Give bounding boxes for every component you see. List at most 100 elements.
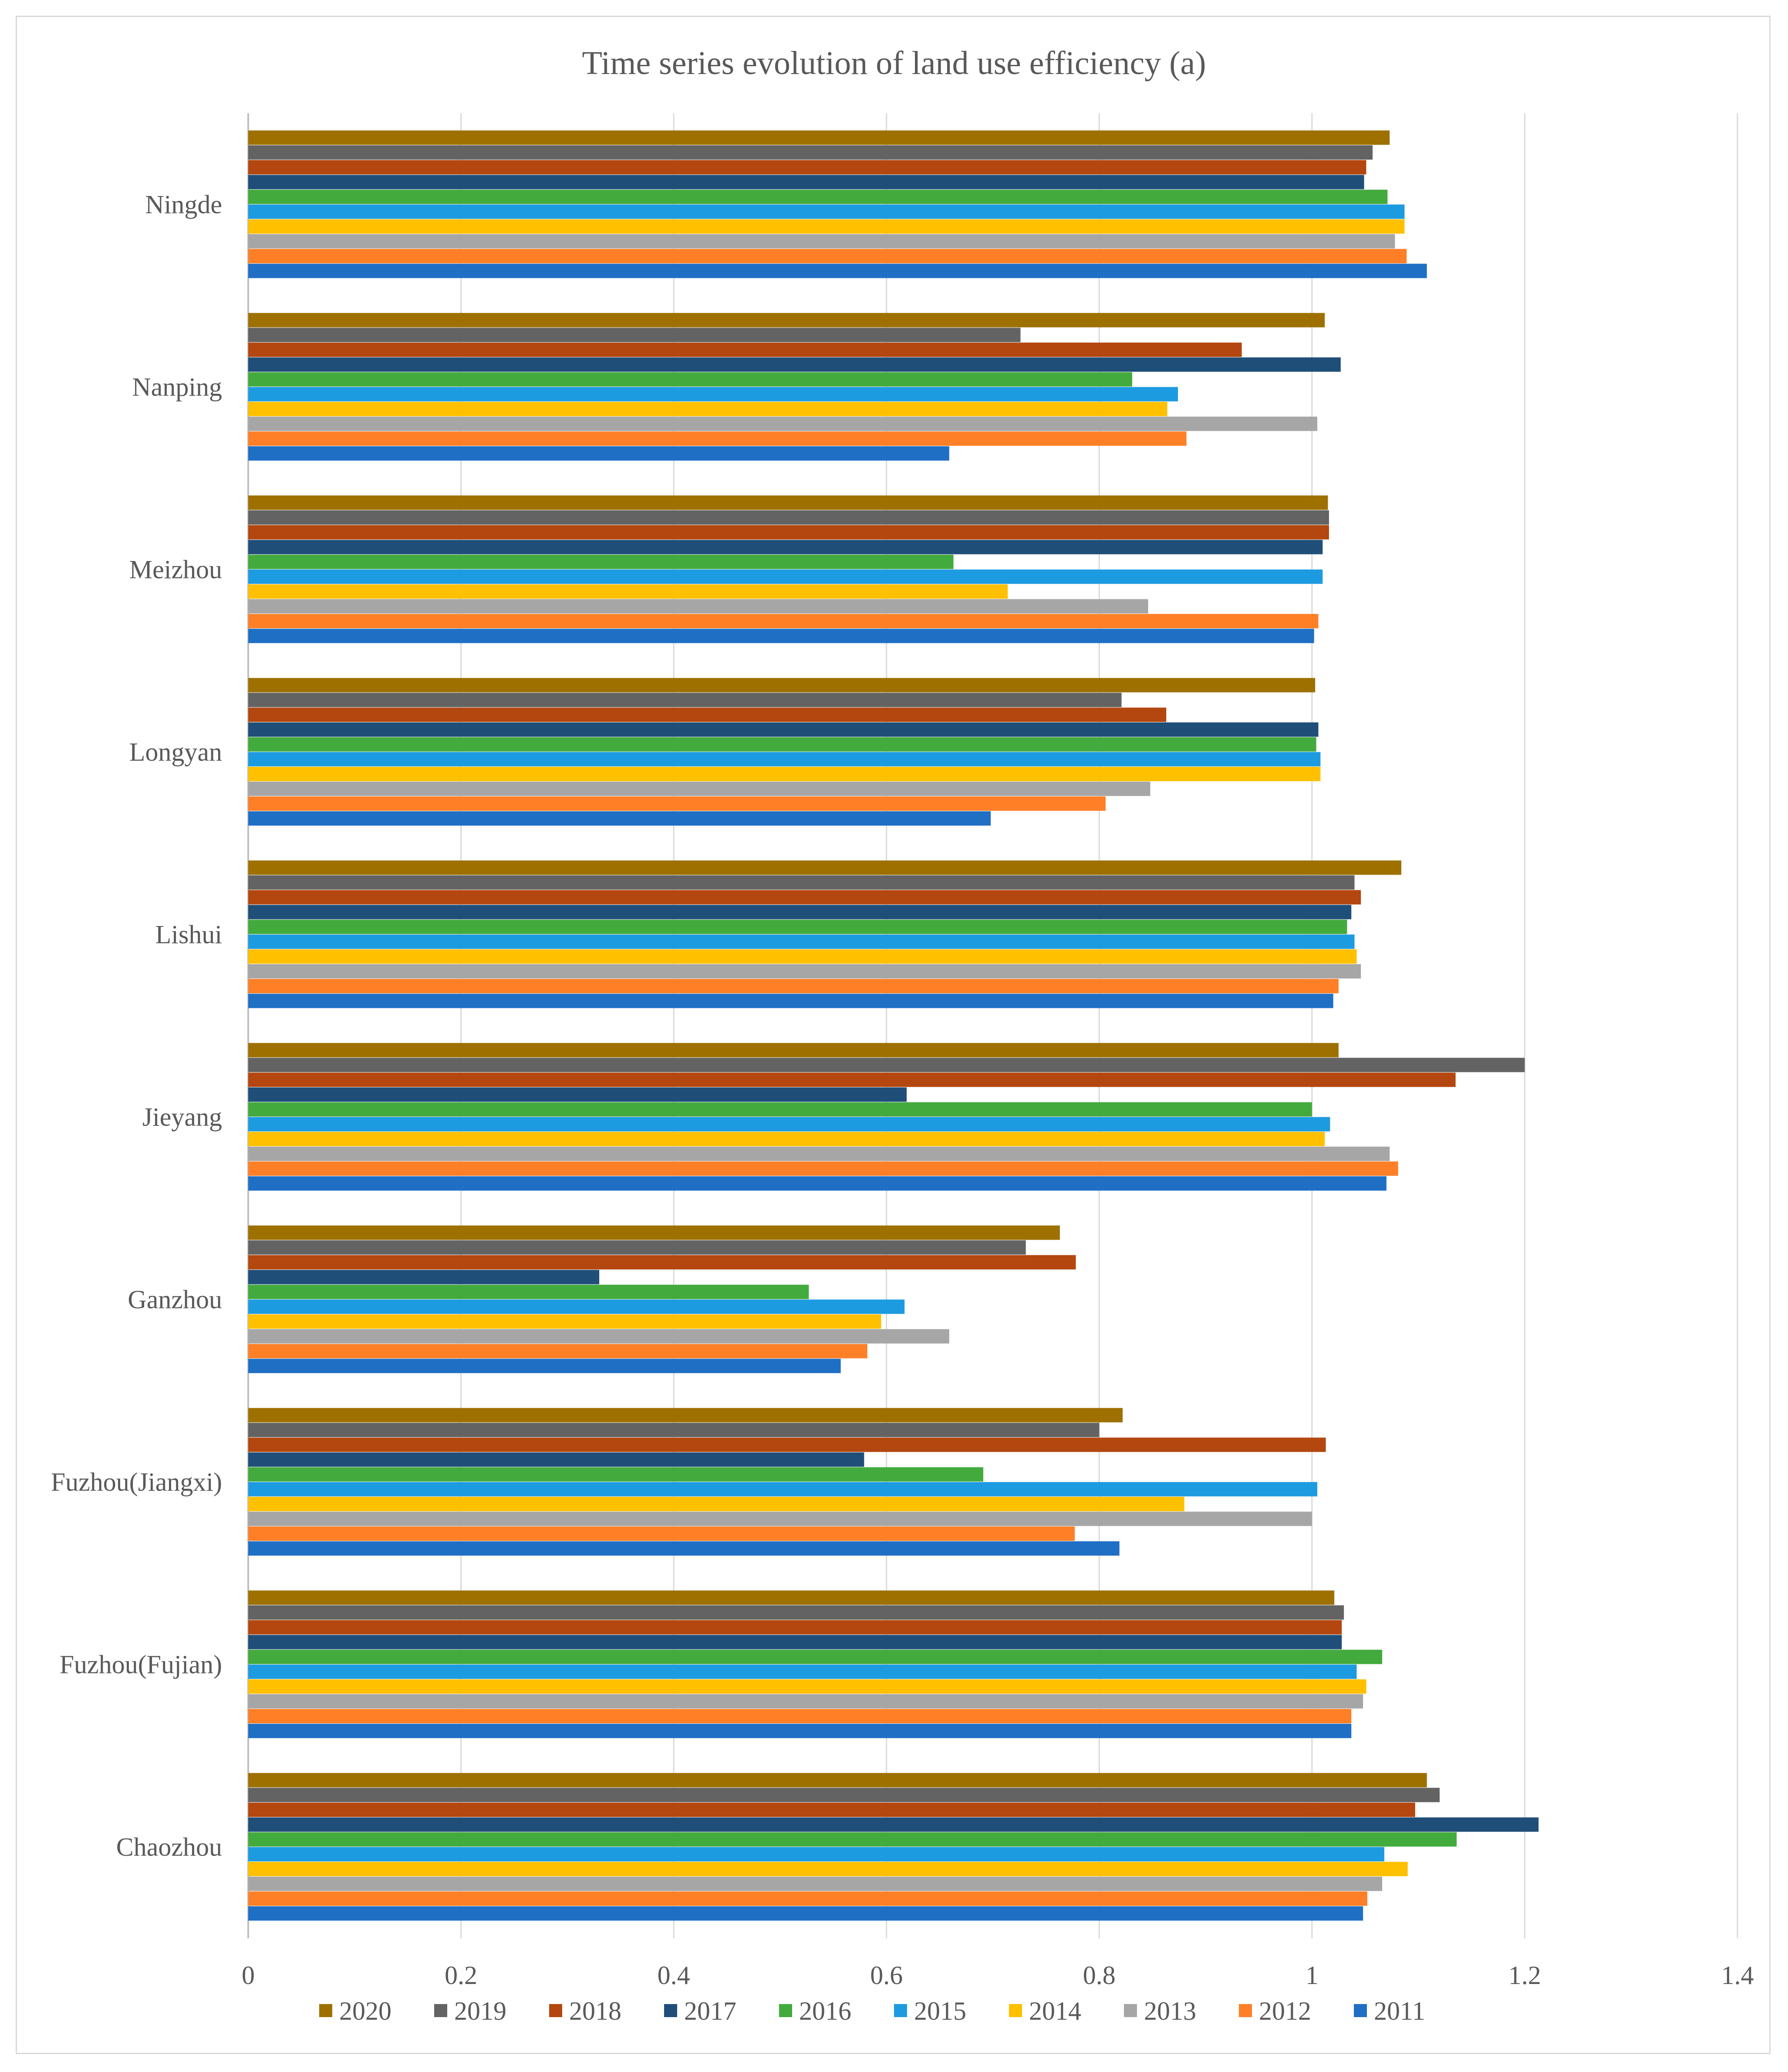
legend-label: 2011 — [1374, 1997, 1425, 2025]
category-label: Ganzhou — [128, 1285, 222, 1314]
bar-nanping-2019 — [248, 328, 1021, 342]
bar-fuzhou-fujian--2016 — [248, 1649, 1383, 1664]
bar-meizhou-2018 — [248, 525, 1329, 540]
bar-chaozhou-2015 — [248, 1847, 1384, 1862]
bar-nanping-2013 — [248, 416, 1318, 431]
bar-ganzhou-2011 — [248, 1359, 841, 1373]
bar-ningde-2011 — [248, 264, 1427, 278]
legend-swatch-2014 — [1009, 2004, 1022, 2017]
bar-fuzhou-jiangxi--2013 — [248, 1511, 1312, 1526]
category-labels: Ningde Nanping Meizhou Longyan Lishui Jieyang… — [51, 190, 222, 1862]
bar-lishui-2019 — [248, 875, 1355, 890]
bar-fuzhou-jiangxi--2014 — [248, 1497, 1184, 1511]
bar-fuzhou-jiangxi--2011 — [248, 1541, 1120, 1556]
bar-lishui-2015 — [248, 934, 1355, 949]
bar-ganzhou-2016 — [248, 1284, 809, 1299]
bar-fuzhou-fujian--2013 — [248, 1694, 1363, 1709]
legend-label: 2019 — [454, 1997, 506, 2025]
bar-ningde-2012 — [248, 249, 1407, 264]
bar-ganzhou-2015 — [248, 1299, 905, 1314]
bar-jieyang-2012 — [248, 1161, 1398, 1176]
legend-label: 2013 — [1144, 1997, 1196, 2025]
bar-lishui-2013 — [248, 964, 1361, 979]
legend-label: 2017 — [684, 1997, 736, 2025]
bar-nanping-2014 — [248, 402, 1167, 416]
legend: 2020 2019 2018 2017 2016 2015 2014 2013 2012 2011 — [319, 1997, 1425, 2025]
bar-ganzhou-2012 — [248, 1344, 867, 1359]
bar-fuzhou-jiangxi--2017 — [248, 1452, 864, 1467]
legend-label: 2018 — [569, 1997, 621, 2025]
x-tick-label: 0 — [242, 1961, 255, 1990]
bar-lishui-2017 — [248, 905, 1352, 919]
bar-ganzhou-2013 — [248, 1329, 949, 1344]
bar-lishui-2011 — [248, 994, 1333, 1008]
category-label: Jieyang — [142, 1103, 222, 1132]
bar-longyan-2016 — [248, 737, 1316, 752]
bar-longyan-2014 — [248, 767, 1321, 781]
bar-chaozhou-2014 — [248, 1862, 1408, 1876]
x-tick-label: 0.2 — [445, 1961, 477, 1990]
bar-fuzhou-jiangxi--2020 — [248, 1408, 1123, 1423]
bar-chaozhou-2018 — [248, 1802, 1415, 1817]
bar-fuzhou-fujian--2019 — [248, 1605, 1344, 1620]
x-tick-label: 0.6 — [870, 1961, 903, 1990]
bar-chaozhou-2016 — [248, 1832, 1457, 1847]
bar-meizhou-2017 — [248, 540, 1323, 554]
bar-lishui-2020 — [248, 860, 1402, 875]
legend-label: 2014 — [1029, 1997, 1081, 2025]
bar-fuzhou-jiangxi--2012 — [248, 1526, 1075, 1541]
bar-longyan-2013 — [248, 781, 1150, 796]
bar-fuzhou-jiangxi--2019 — [248, 1423, 1100, 1437]
bar-ganzhou-2014 — [248, 1314, 881, 1329]
legend-swatch-2016 — [779, 2004, 792, 2017]
chart-frame — [16, 16, 1771, 2054]
bar-longyan-2019 — [248, 693, 1122, 707]
bar-meizhou-2019 — [248, 510, 1329, 525]
bar-jieyang-2019 — [248, 1058, 1525, 1072]
bar-jieyang-2015 — [248, 1117, 1330, 1132]
category-label: Lishui — [155, 920, 222, 949]
bar-chaozhou-2012 — [248, 1891, 1367, 1906]
bar-jieyang-2016 — [248, 1102, 1312, 1117]
bar-fuzhou-jiangxi--2016 — [248, 1467, 984, 1482]
bar-longyan-2018 — [248, 707, 1167, 722]
bar-fuzhou-fujian--2015 — [248, 1664, 1357, 1679]
legend-swatch-2019 — [434, 2004, 447, 2017]
bar-fuzhou-fujian--2017 — [248, 1635, 1342, 1649]
bar-ganzhou-2017 — [248, 1270, 600, 1284]
bar-lishui-2014 — [248, 949, 1357, 964]
bar-nanping-2015 — [248, 387, 1178, 402]
legend-label: 2015 — [914, 1997, 966, 2025]
bar-nanping-2016 — [248, 372, 1133, 387]
bar-longyan-2012 — [248, 796, 1106, 811]
legend-swatch-2011 — [1354, 2004, 1367, 2017]
bar-fuzhou-fujian--2012 — [248, 1709, 1352, 1724]
bar-lishui-2018 — [248, 890, 1361, 905]
x-tick-labels: 0 0.2 0.4 0.6 0.8 1 1.2 1.4 — [242, 1961, 1754, 1990]
bar-fuzhou-jiangxi--2015 — [248, 1482, 1318, 1497]
category-label: Fuzhou(Jiangxi) — [51, 1468, 222, 1497]
x-tick-label: 0.8 — [1083, 1961, 1116, 1990]
bar-longyan-2011 — [248, 811, 991, 826]
bar-ganzhou-2020 — [248, 1225, 1060, 1240]
category-label: Fuzhou(Fujian) — [60, 1650, 222, 1679]
bar-lishui-2012 — [248, 979, 1339, 994]
bar-fuzhou-fujian--2020 — [248, 1590, 1335, 1605]
bar-meizhou-2020 — [248, 495, 1328, 510]
bar-jieyang-2014 — [248, 1132, 1325, 1146]
bar-ningde-2014 — [248, 219, 1405, 234]
bar-longyan-2017 — [248, 722, 1319, 737]
bars — [248, 130, 1539, 1921]
bar-nanping-2018 — [248, 342, 1242, 357]
bar-longyan-2020 — [248, 678, 1316, 693]
bar-lishui-2016 — [248, 919, 1347, 934]
category-label: Ningde — [145, 190, 222, 219]
legend-swatch-2012 — [1239, 2004, 1252, 2017]
bar-ningde-2018 — [248, 160, 1366, 175]
bar-ningde-2013 — [248, 234, 1395, 249]
bar-fuzhou-fujian--2011 — [248, 1724, 1352, 1738]
bar-fuzhou-fujian--2018 — [248, 1620, 1342, 1635]
bar-ningde-2016 — [248, 189, 1388, 204]
legend-swatch-2017 — [664, 2004, 677, 2017]
